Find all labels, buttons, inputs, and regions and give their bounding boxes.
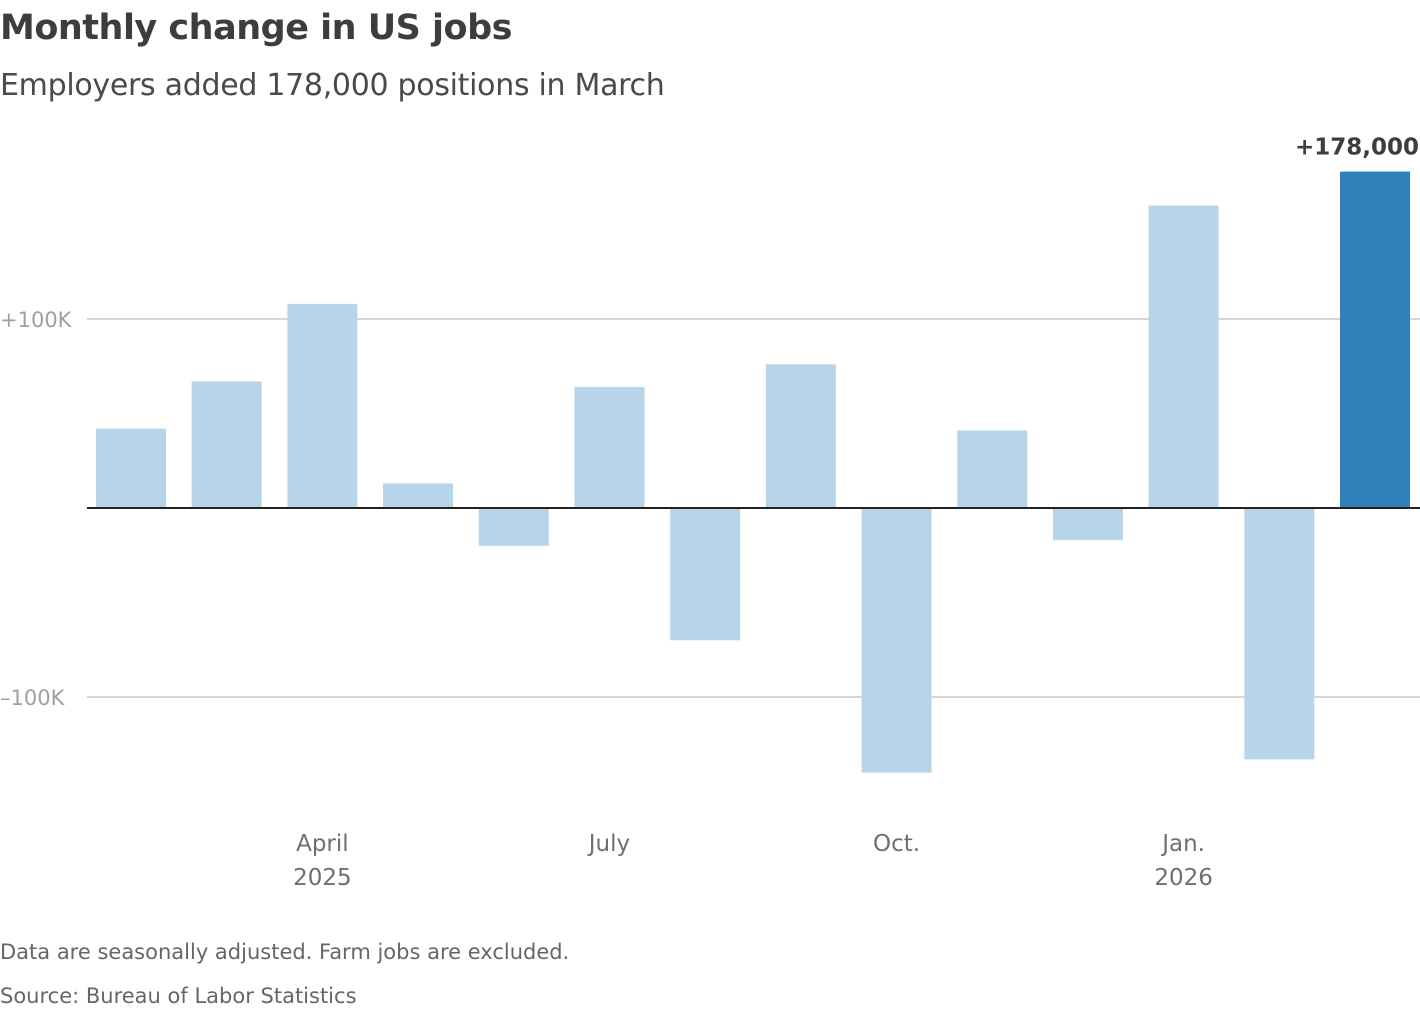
x-tick-label: July bbox=[587, 831, 630, 857]
bar-feb-2026 bbox=[1244, 508, 1315, 760]
chart-note: Data are seasonally adjusted. Farm jobs … bbox=[0, 940, 570, 964]
bar-jun-2025 bbox=[478, 508, 549, 546]
value-annotation: +178,000 bbox=[1295, 135, 1419, 161]
chart-source: Source: Bureau of Labor Statistics bbox=[0, 984, 357, 1008]
bar-jul-2025 bbox=[574, 387, 645, 508]
bar-apr-2025 bbox=[287, 303, 358, 508]
x-tick-label: April bbox=[296, 831, 349, 857]
x-tick-label: Jan. bbox=[1160, 831, 1205, 857]
y-tick-label: –100K bbox=[0, 686, 66, 710]
bar-mar-2025 bbox=[191, 381, 262, 508]
bar-sep-2025 bbox=[765, 364, 836, 508]
bar-mar-2026 bbox=[1340, 171, 1410, 508]
x-tick-year: 2026 bbox=[1154, 865, 1213, 891]
x-tick-year: 2025 bbox=[293, 865, 352, 891]
bar-oct-2025 bbox=[861, 508, 932, 773]
bar-nov-2025 bbox=[957, 430, 1028, 508]
bar-feb-2025 bbox=[96, 428, 166, 508]
y-tick-label: +100K bbox=[0, 308, 73, 332]
chart-subtitle: Employers added 178,000 positions in Mar… bbox=[0, 68, 665, 103]
bar-dec-2025 bbox=[1052, 508, 1123, 541]
chart-title: Monthly change in US jobs bbox=[0, 8, 512, 48]
bar-may-2025 bbox=[383, 483, 454, 508]
bar-aug-2025 bbox=[670, 508, 741, 641]
x-tick-label: Oct. bbox=[873, 831, 920, 857]
bar-jan-2026 bbox=[1148, 205, 1219, 508]
